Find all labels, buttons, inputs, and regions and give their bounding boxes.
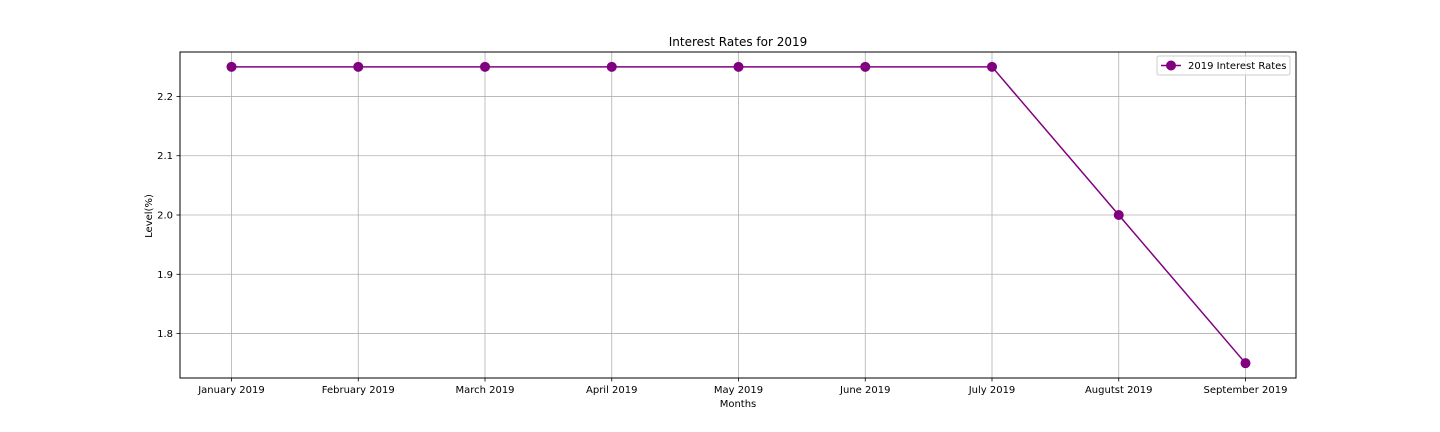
y-axis-label: Level(%) [144, 194, 155, 238]
x-tick-label: June 2019 [839, 385, 890, 396]
x-tick-label: January 2019 [197, 385, 265, 396]
chart-title: Interest Rates for 2019 [669, 35, 808, 49]
legend-marker-swatch [1166, 60, 1176, 71]
x-axis-label: Months [720, 399, 757, 410]
data-point [733, 61, 744, 72]
y-tick-label: 1.8 [157, 329, 173, 340]
data-point [480, 61, 490, 72]
x-tick-label: April 2019 [586, 385, 637, 396]
data-point [987, 61, 997, 72]
x-tick-label: July 2019 [968, 385, 1016, 396]
x-axis: January 2019 February 2019 March 2019 April… [197, 378, 1287, 396]
x-tick-label: February 2019 [322, 385, 395, 396]
data-point [1113, 210, 1124, 220]
data-point [1240, 358, 1251, 369]
y-axis: 1.8 1.9 2.0 2.1 2.2 [157, 92, 180, 340]
y-tick-label: 2.2 [157, 92, 173, 103]
x-tick-label: March 2019 [455, 385, 514, 396]
data-point [353, 61, 364, 72]
x-tick-label: Augutst 2019 [1085, 385, 1153, 396]
grid-lines [180, 52, 1296, 378]
y-tick-label: 1.9 [157, 270, 173, 281]
y-tick-label: 2.1 [157, 151, 173, 162]
x-tick-label: May 2019 [714, 385, 763, 396]
data-point [226, 61, 237, 72]
legend: 2019 Interest Rates [1156, 55, 1291, 76]
y-tick-label: 2.0 [157, 211, 173, 222]
data-point [860, 61, 871, 72]
series-layer [226, 61, 1251, 369]
legend-box [1156, 55, 1291, 76]
legend-label: 2019 Interest Rates [1188, 61, 1286, 72]
x-tick-label: September 2019 [1204, 385, 1288, 396]
data-point [606, 61, 617, 72]
